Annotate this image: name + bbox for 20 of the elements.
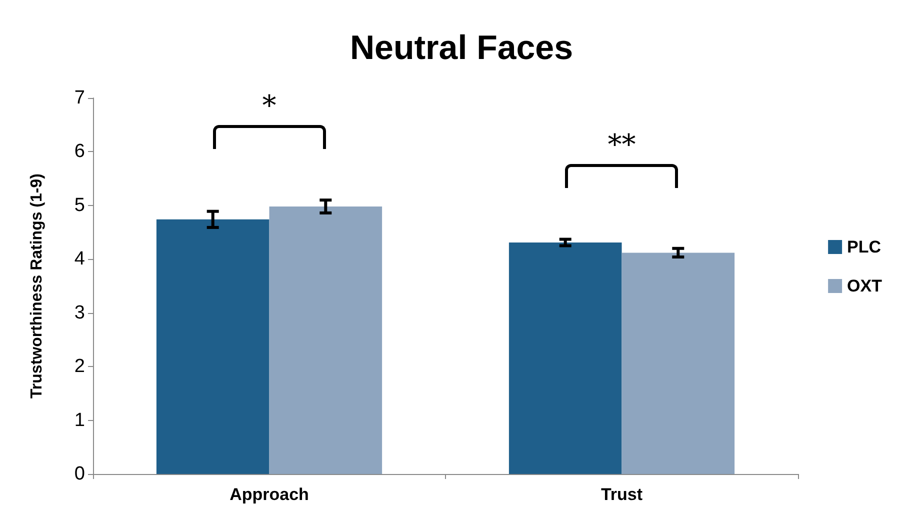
y-tick-label: 7 [74,88,85,108]
y-tick-label: 3 [74,302,85,324]
x-tick-label: Approach [230,485,309,504]
y-tick-label: 2 [74,356,85,378]
bar [622,252,735,474]
annotation: * [261,89,278,122]
y-tick-label: 1 [74,410,85,431]
annotation: ** [606,128,637,162]
legend-label: PLC [847,238,882,256]
x-tick-label: Trust [600,485,643,504]
legend-label: OXT [847,276,883,296]
bar [156,219,270,474]
chart-title: Neutral Faces [350,29,573,67]
y-axis-title: Trustworthiness Ratings (1-9) [28,174,46,398]
y-tick-label: 4 [74,248,86,270]
bar [508,242,622,474]
bar [269,206,382,474]
y-tick-label: 5 [74,194,85,216]
y-tick-label: 6 [74,141,85,162]
y-tick-label: 0 [74,464,85,484]
